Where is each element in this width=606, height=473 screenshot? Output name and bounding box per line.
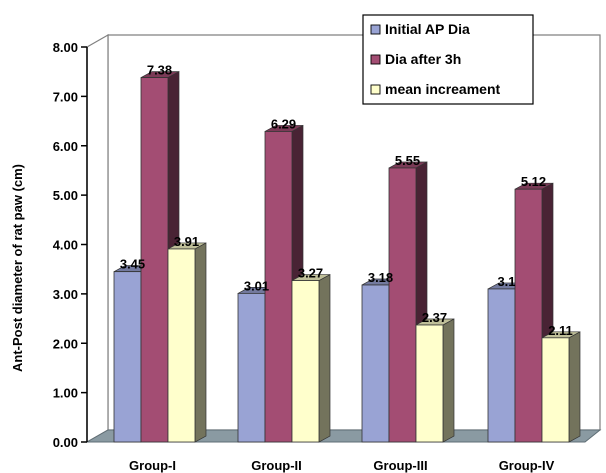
legend-label: Dia after 3h	[385, 51, 461, 67]
data-label: 2.37	[422, 310, 447, 325]
x-tick-label: Group-I	[129, 458, 176, 473]
legend-label: Initial AP Dia	[385, 21, 470, 37]
data-label: 3.27	[298, 266, 323, 281]
legend-item: Dia after 3h	[370, 51, 461, 67]
legend-label: mean increament	[385, 81, 500, 97]
legend-item: Initial AP Dia	[370, 21, 470, 37]
data-label: 2.11	[548, 323, 573, 338]
data-label: 6.29	[271, 116, 296, 131]
y-tick-label: 3.00	[53, 287, 78, 302]
mean-increament-bar	[415, 318, 455, 443]
data-label: 3.91	[174, 234, 199, 249]
data-label: 5.55	[395, 153, 420, 168]
y-tick-label: 4.00	[53, 238, 78, 253]
mean-increament-bar	[291, 273, 331, 443]
legend-swatch	[370, 84, 381, 95]
y-tick-label: 1.00	[53, 386, 78, 401]
y-tick-label: 5.00	[53, 188, 78, 203]
x-tick-label: Group-II	[251, 458, 302, 473]
data-label: 3.18	[368, 270, 393, 285]
data-label: 5.12	[521, 174, 546, 189]
data-label: 7.38	[147, 63, 172, 78]
y-axis-label: Ant-Post diameter of rat paw (cm)	[10, 164, 25, 372]
mean-increament-bar	[167, 242, 207, 443]
x-tick-label: Group-IV	[499, 458, 555, 473]
legend-swatch	[370, 24, 381, 35]
x-tick-label: Group-III	[373, 458, 427, 473]
legend-item: mean increament	[370, 81, 500, 97]
data-label: 3.1	[497, 274, 515, 289]
data-label: 3.45	[120, 257, 145, 272]
mean-increament-bar	[541, 331, 581, 443]
data-labels: 3.45 7.38 3.91 3.01 6.29 3.27 3.18 5.55 2.37 3.1 5…	[120, 63, 573, 338]
y-tick-label: 0.00	[53, 435, 78, 450]
y-tick-label: 7.00	[53, 89, 78, 104]
bars	[113, 71, 581, 443]
legend-swatch	[370, 54, 381, 65]
legend-box	[362, 14, 534, 105]
legend: Initial AP Dia Dia after 3h mean increamen…	[362, 14, 534, 105]
y-axis: 0.00 1.00 2.00 3.00 4.00 5.00 6.00 7.00 8.00	[53, 40, 88, 450]
data-label: 3.01	[244, 278, 269, 293]
side-wall	[86, 33, 109, 444]
y-tick-label: 6.00	[53, 139, 78, 154]
y-tick-label: 8.00	[53, 40, 78, 55]
y-tick-label: 2.00	[53, 336, 78, 351]
x-axis: Group-I Group-II Group-III Group-IV	[129, 458, 555, 473]
